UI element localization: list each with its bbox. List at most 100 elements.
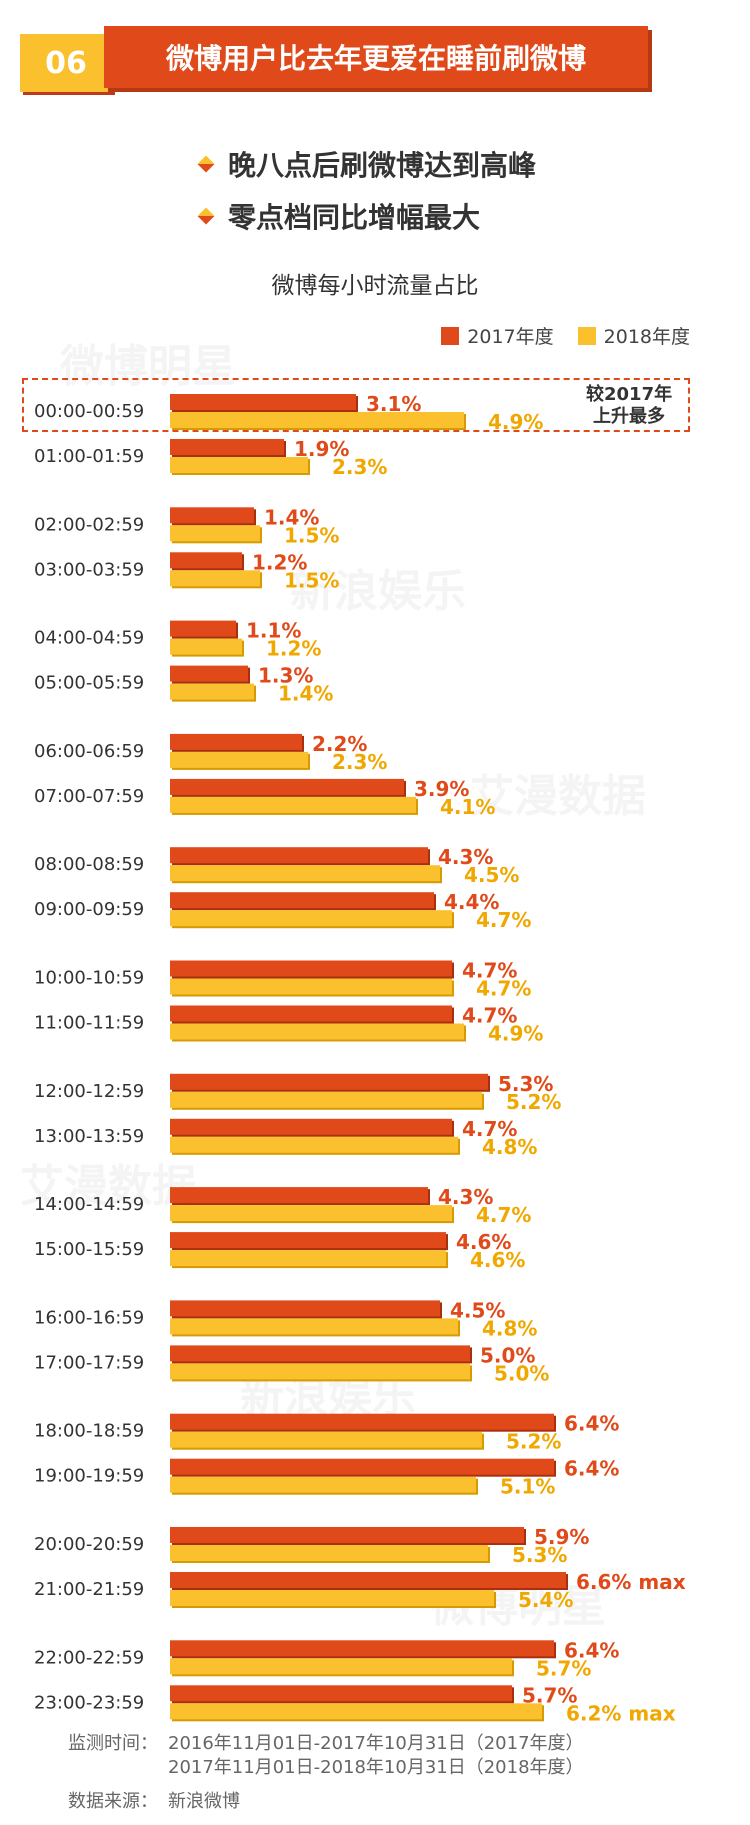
bar-2017 <box>170 1527 524 1543</box>
data-label: 1.5% <box>284 568 339 592</box>
bullet-item: 零点档同比增幅最大 <box>197 190 536 242</box>
category-label: 17:00-17:59 <box>34 1352 144 1373</box>
bar-2017 <box>170 960 452 977</box>
data-label: 4.9% <box>488 1022 543 1046</box>
category-label: 01:00-01:59 <box>34 446 144 467</box>
category-label: 15:00-15:59 <box>34 1239 144 1260</box>
data-label: 1.5% <box>284 523 339 547</box>
category-label: 04:00-04:59 <box>34 628 144 649</box>
legend-label: 2017年度 <box>467 326 554 348</box>
category-label: 06:00-06:59 <box>34 741 144 762</box>
data-label: 4.7% <box>462 1004 517 1028</box>
period-1: 2016年11月01日-2017年10月31日（2017年度） <box>168 1733 584 1754</box>
category-label: 18:00-18:59 <box>34 1421 144 1442</box>
data-label: 2.2% <box>312 732 367 756</box>
category-label: 03:00-03:59 <box>34 559 144 580</box>
data-label: 5.4% <box>518 1588 573 1612</box>
bar-2017 <box>170 1073 488 1090</box>
bar-2018 <box>170 1658 512 1675</box>
data-label: 4.7% <box>476 908 531 932</box>
bar-2017 <box>170 394 356 410</box>
bullet-item: 晚八点后刷微博达到高峰 <box>197 138 537 190</box>
category-label: 19:00-19:59 <box>34 1466 144 1487</box>
category-label: 13:00-13:59 <box>34 1126 144 1147</box>
legend-label: 2018年度 <box>603 326 690 348</box>
bar-2018 <box>170 1363 470 1380</box>
bar-2018 <box>170 457 308 473</box>
bar-2017 <box>170 847 428 864</box>
bar-2018 <box>170 525 260 542</box>
data-label: 2.3% <box>332 455 387 479</box>
data-label: 5.7% <box>536 1656 591 1680</box>
legend-item-2017: 2017年度 <box>441 322 554 349</box>
bullet-list: 晚八点后刷微博达到高峰 零点档同比增幅最大 <box>197 138 537 242</box>
category-label: 14:00-14:59 <box>34 1194 144 1215</box>
data-label: 4.8% <box>482 1135 537 1159</box>
legend-item-2018: 2018年度 <box>577 322 690 349</box>
bar-2017 <box>170 1572 566 1588</box>
data-label: 4.7% <box>476 1203 531 1227</box>
bar-2018 <box>170 865 440 882</box>
source-value: 新浪微博 <box>168 1791 240 1812</box>
bar-2017 <box>170 778 404 795</box>
bullet-text: 晚八点后刷微博达到高峰 <box>228 149 537 182</box>
bar-2018 <box>170 1590 494 1606</box>
data-label: 1.2% <box>252 550 307 574</box>
bar-2018 <box>170 1545 488 1561</box>
bar-2018 <box>170 1205 452 1222</box>
category-label: 00:00-00:59 <box>34 401 144 422</box>
bar-2018 <box>170 1703 542 1720</box>
annotation-line: 较2017年 <box>586 384 673 405</box>
category-label: 21:00-21:59 <box>34 1579 144 1600</box>
legend-swatch-icon <box>441 326 460 345</box>
data-label: 1.2% <box>266 637 321 661</box>
bar-2017 <box>170 733 302 750</box>
highlight-annotation: 较2017年 上升最多 <box>586 384 672 428</box>
period-label: 监测时间： <box>68 1733 158 1754</box>
data-label: 5.0% <box>494 1361 549 1385</box>
bar-2018 <box>170 1476 476 1493</box>
category-label: 16:00-16:59 <box>34 1307 144 1328</box>
section-number: 06 <box>20 34 112 92</box>
bar-2018 <box>170 1023 464 1040</box>
legend-swatch-icon <box>577 326 596 345</box>
category-label: 02:00-02:59 <box>34 514 144 535</box>
bar-2018 <box>170 796 416 813</box>
bar-2017 <box>170 552 242 569</box>
bar-2017 <box>170 1685 512 1702</box>
category-label: 23:00-23:59 <box>34 1692 144 1713</box>
data-label: 5.2% <box>506 1090 561 1114</box>
bar-2018 <box>170 1091 482 1108</box>
data-label: 1.3% <box>258 664 313 688</box>
data-label: 6.4% <box>564 1638 619 1662</box>
bar-2017 <box>170 1413 554 1430</box>
source-label: 数据来源： <box>68 1791 158 1812</box>
data-label: 1.4% <box>264 505 319 529</box>
category-label: 08:00-08:59 <box>34 854 144 875</box>
bar-2018 <box>170 683 254 700</box>
data-label: 5.3% <box>512 1543 567 1567</box>
highlight-box <box>22 378 690 432</box>
bar-2017 <box>170 1232 446 1249</box>
bar-2018 <box>170 1318 458 1335</box>
category-label: 10:00-10:59 <box>34 968 144 989</box>
bar-2017 <box>170 620 236 637</box>
chart-legend: 2017年度 2018年度 <box>441 322 690 349</box>
bar-2018 <box>170 638 242 655</box>
data-label: 4.4% <box>444 890 499 914</box>
bar-2018 <box>170 910 452 927</box>
data-label: 5.2% <box>506 1430 561 1454</box>
data-label: 1.4% <box>278 682 333 706</box>
category-label: 07:00-07:59 <box>34 786 144 807</box>
bar-2017 <box>170 1345 470 1362</box>
bar-2017 <box>170 1005 452 1022</box>
bar-2018 <box>170 751 308 768</box>
data-label: 4.6% <box>456 1230 511 1254</box>
data-label: 5.1% <box>500 1475 555 1499</box>
data-label: 6.4% <box>564 1457 619 1481</box>
period-2: 2017年11月01日-2018年10月31日（2018年度） <box>168 1757 584 1778</box>
category-label: 22:00-22:59 <box>34 1647 144 1668</box>
data-label: 4.6% <box>470 1248 525 1272</box>
data-label: 2.3% <box>332 750 387 774</box>
